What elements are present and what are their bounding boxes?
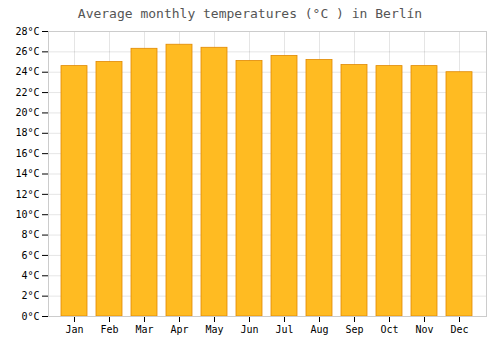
svg-text:Jan: Jan [65, 324, 83, 335]
svg-text:Oct: Oct [380, 324, 398, 335]
html-text:Average monthly temperatures (: Average monthly temperatures (°C ) in Be… [77, 6, 423, 21]
svg-text:Aug: Aug [310, 324, 328, 335]
svg-text:0°C: 0°C [21, 311, 39, 322]
svg-text:Feb: Feb [100, 324, 118, 335]
svg-text:10°C: 10°C [15, 209, 39, 220]
svg-text:26°C: 26°C [15, 46, 39, 57]
svg-text:Dec: Dec [450, 324, 468, 335]
svg-text:12°C: 12°C [15, 189, 39, 200]
svg-text:16°C: 16°C [15, 148, 39, 159]
svg-text:28°C: 28°C [15, 26, 39, 37]
svg-text:Mar: Mar [135, 324, 153, 335]
svg-text:20°C: 20°C [15, 107, 39, 118]
svg-text:24°C: 24°C [15, 66, 39, 77]
svg-text:Apr: Apr [170, 324, 188, 335]
svg-text:18°C: 18°C [15, 127, 39, 138]
svg-text:Jul: Jul [275, 324, 293, 335]
svg-text:Nov: Nov [415, 324, 433, 335]
svg-text:8°C: 8°C [21, 229, 39, 240]
svg-text:Jun: Jun [240, 324, 258, 335]
svg-text:May: May [205, 324, 223, 335]
svg-text:Sep: Sep [345, 324, 363, 335]
svg-text:2°C: 2°C [21, 290, 39, 301]
svg-text:14°C: 14°C [15, 168, 39, 179]
svg-text:4°C: 4°C [21, 270, 39, 281]
svg-text:22°C: 22°C [15, 87, 39, 98]
svg-text:6°C: 6°C [21, 250, 39, 261]
